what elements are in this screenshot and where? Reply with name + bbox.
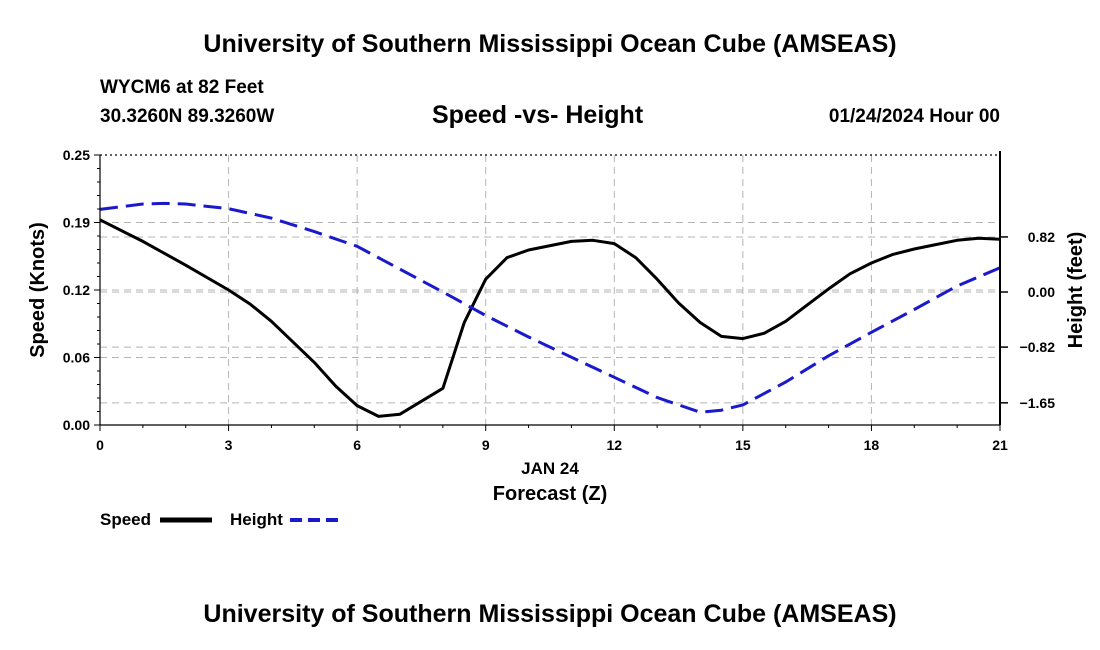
coordinates-label: 30.3260N 89.3260W [100,106,275,127]
footer-title: University of Southern Mississippi Ocean… [203,600,897,628]
date-label: 01/24/2024 Hour 00 [828,106,1000,127]
y-tick-label: 0.19 [63,215,90,231]
y2-tick-label: 0.00 [1028,284,1055,300]
y-tick-label: 0.00 [63,417,90,433]
x-tick-label: 21 [992,437,1008,453]
page-title: University of Southern Mississippi Ocean… [203,30,897,58]
y2-tick-label: −0.82 [1020,339,1056,355]
x-axis-label: Forecast (Z) [493,483,607,505]
y-tick-label: 0.25 [63,147,90,163]
y2-tick-label: −1.65 [1020,395,1056,411]
chart-title: Speed -vs- Height [432,101,644,129]
x-tick-label: 12 [606,437,622,453]
plot-frame [99,151,1001,426]
series-layer [99,201,1001,418]
series-line-height [99,201,1001,414]
station-label: WYCM6 at 82 Feet [100,77,264,98]
x-tick-label: 9 [482,437,490,453]
ticks: 0 3 6 9 12 15 18 21 0.00 0.06 0.12 0.19 0.25 −1.65 −0.… [63,147,1055,453]
legend-height-label: Height [230,510,283,529]
x-tick-label: 6 [353,437,361,453]
x-tick-label: 18 [864,437,880,453]
x-tick-label: 0 [96,437,104,453]
grid [100,155,1000,425]
y-axis-label: Speed (Knots) [27,222,49,358]
x-tick-label: 3 [225,437,233,453]
y2-tick-label: 0.82 [1028,229,1055,245]
series-line-speed [99,218,1001,418]
y2-axis-label: Height (feet) [1065,232,1087,349]
y-tick-label: 0.12 [63,282,90,298]
y-tick-label: 0.06 [63,350,90,366]
x-tick-label: 15 [735,437,751,453]
x-axis-date-label: JAN 24 [521,459,579,478]
legend-speed-label: Speed [100,510,152,529]
